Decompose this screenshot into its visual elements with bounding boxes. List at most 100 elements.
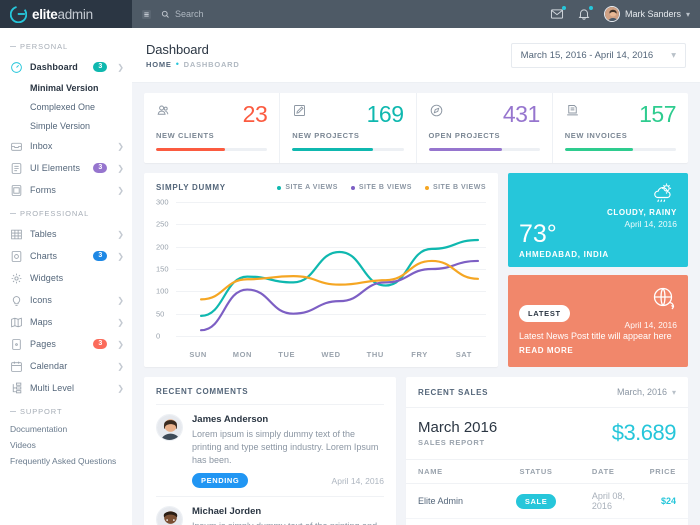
cell-price: $1250: [637, 518, 688, 525]
chevron-right-icon: ❯: [117, 185, 124, 195]
sidebar-item-dashboard[interactable]: Dashboard 3 ❯: [0, 56, 132, 78]
read-more-link[interactable]: READ MORE: [519, 346, 574, 355]
news-widget: LATEST April 14, 2016 Latest News Post t…: [508, 275, 688, 367]
column-header-date: DATE: [579, 459, 638, 484]
stat-label: NEW INVOICES: [564, 131, 628, 140]
month-select[interactable]: March, 2016 ▾: [617, 387, 676, 397]
chevron-down-icon: ▾: [685, 9, 690, 19]
badge: 3: [93, 339, 108, 349]
sidebar-item-videos[interactable]: Videos: [0, 437, 132, 453]
progress-bar: [292, 148, 404, 151]
map-icon: [10, 316, 23, 329]
cell-status: SALE: [492, 483, 580, 519]
x-axis-tick: WED: [321, 350, 341, 359]
chart-header: SIMPLY DUMMY SITE A VIEWS SITE B VIEWS S…: [156, 183, 486, 192]
mail-icon[interactable]: [550, 6, 566, 21]
sidebar-item-icons[interactable]: Icons ❯: [0, 289, 132, 311]
sidebar-item-pages[interactable]: Pages 3 ❯: [0, 333, 132, 355]
recent-sales-card: RECENT SALES March, 2016 ▾ March 2016 SA…: [406, 377, 688, 525]
sidebar-item-label: Maps: [30, 317, 53, 327]
weather-date: April 14, 2016: [624, 219, 677, 229]
sidebar-subitem-simple-version[interactable]: Simple Version: [0, 116, 132, 135]
table-header-row: NAME STATUS DATE PRICE: [406, 459, 688, 484]
section-dash-icon: [10, 46, 16, 47]
sidebar: eliteadmin PERSONAL Dashboard 3 ❯ Minima…: [0, 0, 132, 525]
date-range-picker[interactable]: March 15, 2016 - April 14, 2016 ▾: [510, 42, 686, 68]
search-box[interactable]: [161, 9, 295, 19]
sidebar-item-tables[interactable]: Tables ❯: [0, 223, 132, 245]
stat-card-new-projects[interactable]: 169 NEW PROJECTS: [279, 93, 415, 163]
grid-line: [176, 246, 486, 248]
weather-condition: CLOUDY, RAINY: [606, 208, 677, 217]
y-axis-tick: 150: [156, 264, 169, 274]
sidebar-item-label: Icons: [30, 295, 53, 305]
sidebar-item-label: Documentation: [10, 424, 68, 434]
brand[interactable]: eliteadmin: [0, 0, 132, 28]
progress-bar: [156, 148, 268, 151]
comment-body: Michael Jorden Ipsum is simply dummy tex…: [192, 506, 384, 525]
sidebar-subitem-label: Minimal Version: [30, 82, 99, 93]
sales-summary: March 2016 SALES REPORT $3.689: [406, 408, 688, 459]
sidebar-item-label: Videos: [10, 440, 36, 450]
status-badge[interactable]: PENDING: [192, 473, 249, 489]
sidebar-item-widgets[interactable]: Widgets: [0, 267, 132, 289]
chart-legend: SITE A VIEWS SITE B VIEWS SITE B VIEWS: [277, 184, 486, 191]
stat-label: NEW PROJECTS: [292, 131, 360, 140]
sidebar-item-charts[interactable]: Charts 3 ❯: [0, 245, 132, 267]
search-input[interactable]: [175, 9, 295, 19]
page-content: Dashboard HOME • DASHBOARD March 15, 201…: [132, 28, 700, 525]
table-row[interactable]: Real Homes WP Theme EXTENDED April 12, 2…: [406, 518, 688, 525]
bell-icon[interactable]: [577, 6, 593, 21]
stat-card-open-projects[interactable]: 431 OPEN PROJECTS: [415, 93, 552, 163]
column-header-status: STATUS: [492, 459, 580, 484]
news-date: April 14, 2016: [624, 320, 677, 330]
news-title: Latest News Post title will appear here: [519, 331, 672, 341]
stat-top: 23: [156, 103, 268, 126]
sidebar-item-faq[interactable]: Frequently Asked Questions: [0, 453, 132, 469]
sidebar-item-inbox[interactable]: Inbox ❯: [0, 135, 132, 157]
stat-card-new-clients[interactable]: 23 NEW CLIENTS: [144, 93, 279, 163]
comment-item: James Anderson Lorem ipsum is simply dum…: [156, 404, 384, 489]
section-dash-icon: [10, 213, 16, 214]
lightbulb-icon: [10, 294, 23, 307]
breadcrumb-home[interactable]: HOME: [146, 59, 172, 69]
brand-bold: elite: [32, 6, 58, 22]
chevron-right-icon: ❯: [117, 251, 124, 261]
main-area: Mark Sanders ▾ Dashboard HOME • DASHBOAR…: [132, 0, 700, 525]
chart-lines: [199, 238, 480, 332]
grid-line: [176, 269, 486, 270]
table-row[interactable]: Elite Admin SALE April 08, 2016 $24: [406, 483, 688, 519]
ui-elements-icon: [10, 162, 23, 175]
chart-x-axis: SUN MON TUE WED THU FRY SAT: [176, 350, 486, 359]
sidebar-item-forms[interactable]: Forms ❯: [0, 179, 132, 201]
legend-label: SITE B VIEWS: [432, 184, 486, 191]
legend-item[interactable]: SITE B VIEWS: [424, 184, 486, 191]
legend-item[interactable]: SITE B VIEWS: [350, 184, 412, 191]
sidebar-item-documentation[interactable]: Documentation: [0, 421, 132, 437]
chart-title: SIMPLY DUMMY: [156, 183, 226, 192]
brand-light: admin: [57, 6, 94, 22]
column-header-price: PRICE: [637, 459, 688, 484]
badge: 3: [93, 251, 108, 261]
badge: 3: [93, 62, 108, 72]
legend-item[interactable]: SITE A VIEWS: [277, 184, 338, 191]
grid-line: [176, 224, 486, 226]
badge: 3: [93, 163, 108, 173]
x-axis-tick: FRY: [411, 350, 428, 359]
sidebar-item-ui-elements[interactable]: UI Elements 3 ❯: [0, 157, 132, 179]
hamburger-icon[interactable]: [140, 8, 153, 21]
tables-icon: [10, 228, 23, 241]
page-header-left: Dashboard HOME • DASHBOARD: [146, 42, 240, 69]
grid-line: [176, 291, 486, 293]
stat-value: 431: [502, 101, 540, 127]
sidebar-subitem-minimal-version[interactable]: Minimal Version: [0, 78, 132, 97]
user-menu[interactable]: Mark Sanders ▾: [603, 6, 690, 22]
x-axis-tick: TUE: [278, 350, 296, 359]
stat-card-new-invoices[interactable]: 157 NEW INVOICES: [551, 93, 688, 163]
search-icon: [161, 10, 170, 19]
sidebar-item-maps[interactable]: Maps ❯: [0, 311, 132, 333]
sidebar-item-multi-level[interactable]: Multi Level ❯: [0, 377, 132, 399]
clients-icon: [156, 103, 171, 118]
sidebar-item-calendar[interactable]: Calendar ❯: [0, 355, 132, 377]
sidebar-subitem-complexed-one[interactable]: Complexed One: [0, 97, 132, 116]
